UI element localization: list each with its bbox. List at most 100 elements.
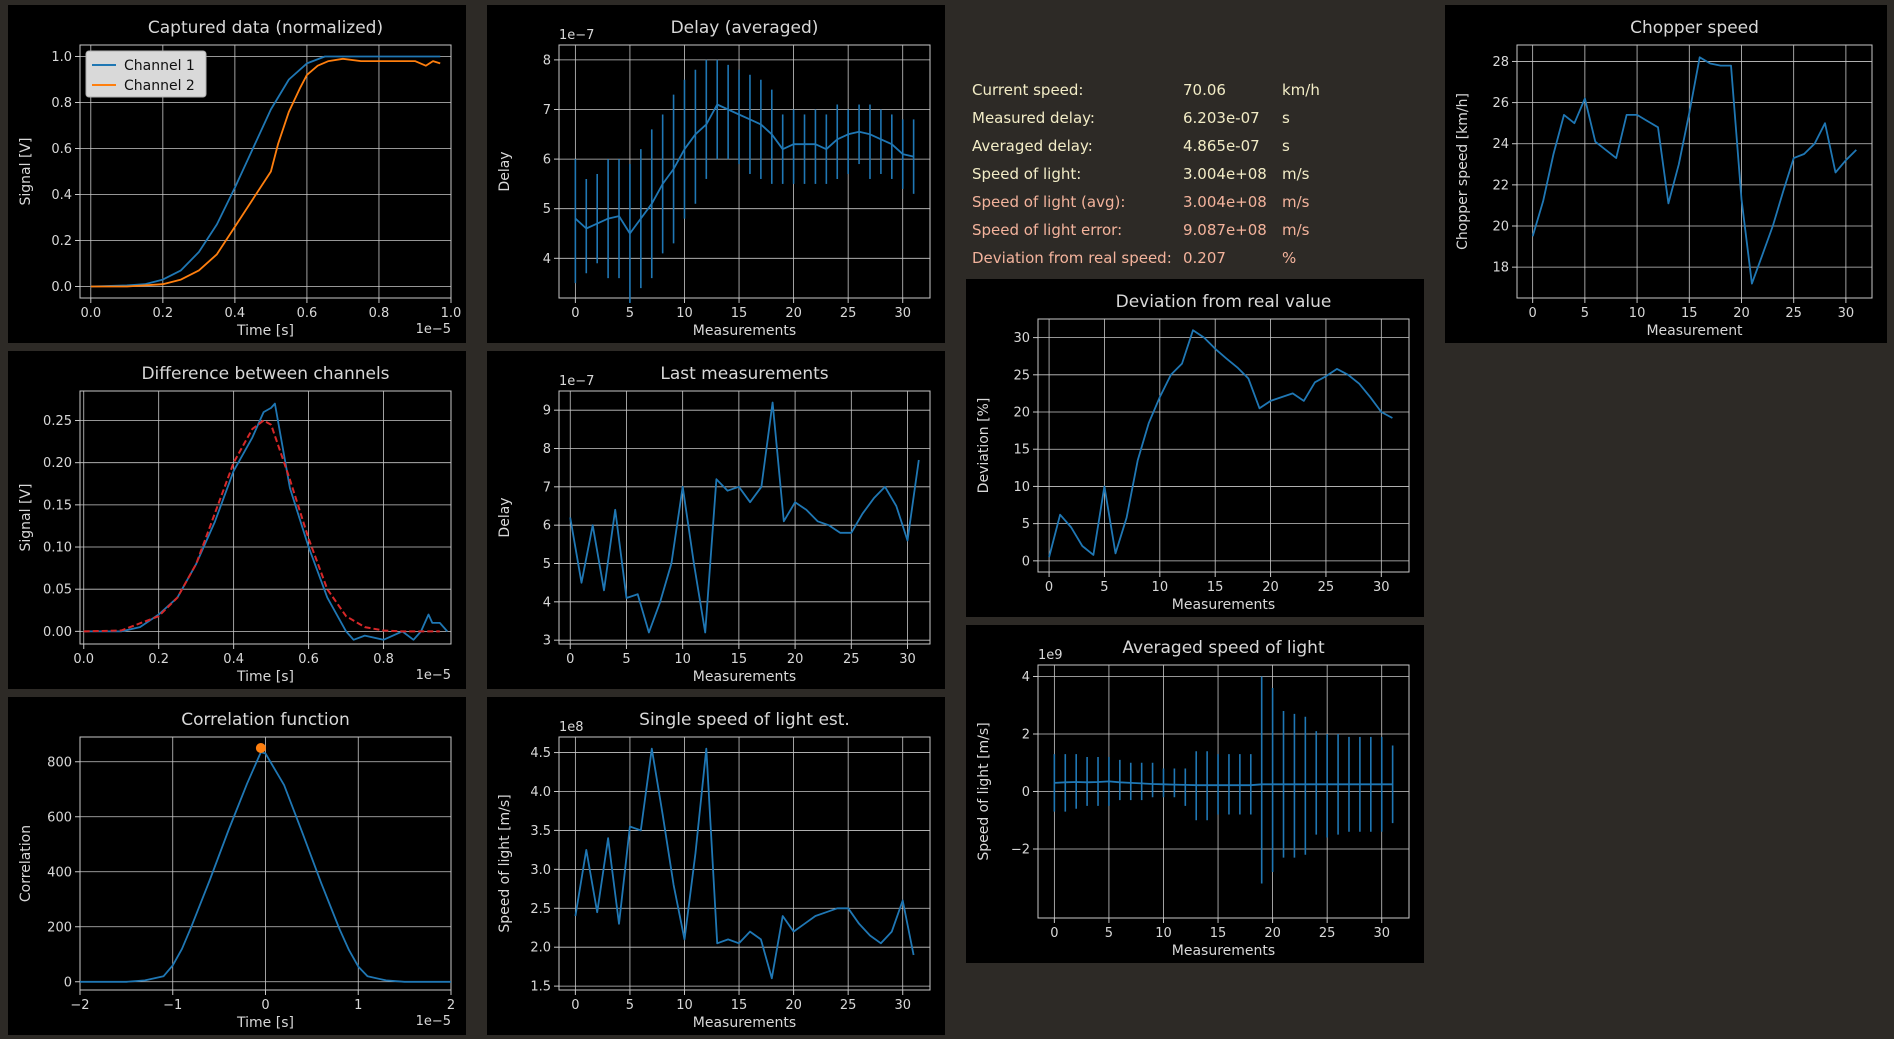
y-tick-label: 9	[543, 404, 551, 419]
y-tick-label: 3	[543, 634, 551, 649]
stat-value: 70.06	[1183, 81, 1226, 99]
stat-label: Speed of light:	[972, 165, 1082, 183]
x-tick-label: 0	[1045, 580, 1053, 595]
x-tick-label: 0.8	[373, 652, 394, 667]
stat-unit: m/s	[1282, 193, 1310, 211]
stat-value: 4.865e-07	[1183, 137, 1260, 155]
y-tick-label: 4.0	[530, 785, 551, 800]
chart-title: Correlation function	[181, 710, 350, 730]
y-tick-label: 0	[64, 975, 72, 990]
y-axis-label: Chopper speed [km/h]	[1455, 93, 1471, 250]
x-axis-label: Measurements	[693, 669, 796, 685]
x-axis-label: Measurements	[1172, 943, 1275, 959]
x-tick-label: 5	[1100, 580, 1108, 595]
chart-panel-correlation: −2 −1 0 1 2 0 200 400 600 800 Correlation function…	[8, 697, 466, 1035]
legend-entry: Channel 1	[124, 58, 195, 74]
chart-title: Chopper speed	[1630, 18, 1759, 38]
y-axis-label: Correlation	[18, 825, 34, 902]
chart-title: Deviation from real value	[1116, 292, 1332, 312]
series-line-1	[1054, 780, 1393, 787]
y-tick-label: 0	[1022, 554, 1030, 569]
legend-entry: Channel 2	[124, 78, 195, 94]
y-tick-label: 5	[543, 557, 551, 572]
x-tick-label: 25	[1319, 926, 1336, 941]
stat-label: Measured delay:	[972, 109, 1095, 127]
x-tick-label: 25	[840, 306, 857, 321]
y-tick-label: 25	[1013, 368, 1030, 383]
x-tick-label: 0.4	[223, 652, 244, 667]
stat-label: Current speed:	[972, 81, 1084, 99]
last-measurements-chart: 0 5 10 15 20 25 30 3 4 5 6 7 8 9 Last measurements Meas…	[497, 364, 931, 685]
y-tick-label: 0.0	[51, 280, 72, 295]
y-tick-label: 6	[543, 519, 551, 534]
x-tick-label: 1	[354, 998, 362, 1013]
plot-frame	[558, 390, 931, 645]
x-tick-label: 0	[571, 306, 579, 321]
x-tick-label: 20	[785, 306, 802, 321]
y-tick-label: 1.0	[51, 50, 72, 65]
chopper-speed-chart: 0 5 10 15 20 25 30 18 20 22 24 26 28 Chopper speed Mea…	[1455, 18, 1873, 339]
y-tick-label: 0.15	[43, 498, 72, 513]
x-tick-label: 15	[731, 306, 748, 321]
x-tick-label: 15	[731, 998, 748, 1013]
chart-panel-delay-avg: 0 5 10 15 20 25 30 4 5 6 7 8 Delay (averaged) Measure…	[487, 5, 945, 343]
y-tick-label: 10	[1013, 480, 1030, 495]
y-tick-label: 24	[1492, 137, 1509, 152]
x-axis-label: Measurements	[693, 323, 796, 339]
stat-unit: s	[1282, 109, 1290, 127]
y-axis-label: Delay	[497, 497, 513, 537]
chart-title: Single speed of light est.	[639, 710, 850, 730]
y-tick-label: 6	[543, 153, 551, 168]
y-tick-label: 3.5	[530, 824, 551, 839]
x-tick-label: 20	[787, 652, 804, 667]
x-tick-label: 30	[1373, 926, 1390, 941]
y-offset-label: 1e−7	[559, 374, 594, 389]
y-tick-label: 30	[1013, 331, 1030, 346]
stat-unit: %	[1282, 249, 1297, 267]
x-axis-label: Time [s]	[236, 1015, 294, 1031]
y-tick-label: 5	[543, 202, 551, 217]
y-tick-label: 400	[47, 865, 72, 880]
y-tick-label: 0.10	[43, 541, 72, 556]
delay-averaged-chart: 0 5 10 15 20 25 30 4 5 6 7 8 Delay (averaged) Measure…	[497, 18, 931, 339]
single-speed-of-light-chart: 0 5 10 15 20 25 30 1.5 2.0 2.5 3.0 3.5 4.0 4.5 Single …	[497, 710, 931, 1031]
y-tick-label: 800	[47, 755, 72, 770]
plot-frame	[558, 736, 931, 991]
y-offset-label: 1e−7	[559, 28, 594, 43]
x-axis-label: Time [s]	[236, 323, 294, 339]
plot-frame	[1516, 44, 1873, 299]
x-tick-label: 0	[566, 652, 574, 667]
x-tick-label: 30	[894, 306, 911, 321]
chart-panel-avg-sol: 0 5 10 15 20 25 30 −2 0 2 4 Averaged speed of light…	[966, 625, 1424, 963]
x-tick-label: 10	[1155, 926, 1172, 941]
stat-unit: s	[1282, 137, 1290, 155]
peak-marker	[255, 743, 266, 753]
plot-frame	[1037, 318, 1410, 573]
x-axis-label: Measurement	[1646, 323, 1743, 339]
y-offset-label: 1e8	[559, 720, 584, 735]
chart-title: Captured data (normalized)	[148, 18, 383, 38]
y-axis-label: Delay	[497, 151, 513, 191]
x-tick-label: 0	[1529, 306, 1537, 321]
series-line-1	[1531, 56, 1857, 285]
averaged-speed-of-light-chart: 0 5 10 15 20 25 30 −2 0 2 4 Averaged speed of light…	[976, 638, 1410, 959]
y-tick-label: 18	[1492, 261, 1509, 276]
y-axis-label: Speed of light [m/s]	[497, 794, 513, 932]
x-tick-label: 0.8	[369, 306, 390, 321]
x-tick-label: 15	[1207, 580, 1224, 595]
series-line-1	[574, 747, 915, 980]
y-tick-label: 2	[1022, 728, 1030, 743]
x-tick-label: 10	[674, 652, 691, 667]
x-tick-label: 5	[626, 998, 634, 1013]
y-tick-label: 4.5	[530, 746, 551, 761]
series-line-1	[1048, 329, 1393, 558]
stat-unit: km/h	[1282, 81, 1320, 99]
y-axis-label: Speed of light [m/s]	[976, 722, 992, 860]
chart-panel-chopper: 0 5 10 15 20 25 30 18 20 22 24 26 28 Chopper speed Mea…	[1445, 5, 1887, 343]
x-axis-label: Measurements	[693, 1015, 796, 1031]
stat-label: Deviation from real speed:	[972, 249, 1172, 267]
stat-value: 9.087e+08	[1183, 221, 1267, 239]
x-tick-label: −1	[163, 998, 182, 1013]
y-tick-label: 20	[1492, 220, 1509, 235]
x-tick-label: 5	[626, 306, 634, 321]
